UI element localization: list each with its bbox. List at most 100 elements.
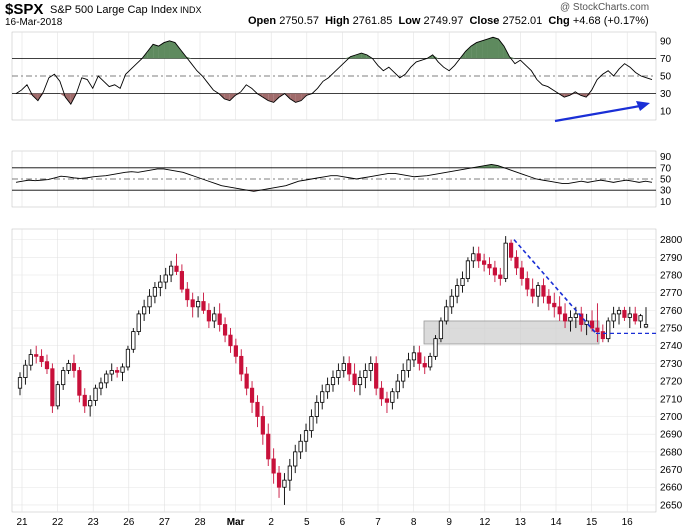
candle-up — [147, 295, 152, 308]
candle-up — [120, 366, 125, 373]
candle-up — [535, 285, 541, 297]
candle-up — [152, 286, 158, 297]
close-label: Close — [469, 15, 500, 27]
osc1-overbought-fill — [465, 46, 472, 59]
candle-up — [320, 391, 325, 403]
osc1-tick-label: 90 — [660, 36, 672, 47]
candle-down — [508, 242, 514, 258]
osc1-overbought-fill — [493, 37, 499, 59]
candle-down — [233, 345, 238, 357]
candle-down — [352, 373, 357, 386]
candle-up — [98, 382, 104, 389]
candle-up — [406, 359, 411, 371]
candle-up — [17, 377, 23, 389]
candle-up — [212, 313, 217, 322]
candle-down — [347, 363, 352, 375]
trend-arrow-head — [636, 101, 650, 111]
x-tick-label: 2 — [268, 517, 274, 528]
candle-down — [185, 288, 190, 301]
osc1-overbought-fill — [498, 39, 504, 59]
candle-down — [546, 295, 551, 304]
candle-up — [449, 295, 454, 308]
candle-down — [228, 334, 233, 347]
chg-value: +4.68 (+0.17%) — [572, 15, 649, 27]
osc2-tick-label: 50 — [660, 175, 672, 186]
candle-down — [276, 472, 282, 488]
osc2-line — [15, 163, 653, 192]
candle-down — [492, 267, 497, 276]
annotations — [513, 101, 658, 334]
x-tick-label: 28 — [194, 517, 206, 528]
x-tick-label: 14 — [550, 517, 562, 528]
price-tick-label: 2750 — [660, 324, 683, 335]
candle-down — [498, 274, 503, 279]
ohlc-readout: Open 2750.57 High 2761.85 Low 2749.97 Cl… — [248, 15, 649, 27]
candle-down — [422, 363, 427, 368]
candle-up — [455, 285, 460, 297]
candle-down — [374, 363, 379, 389]
candle-down — [600, 331, 605, 340]
osc1-overbought-fill — [147, 44, 154, 59]
osc1-tick-label: 70 — [660, 54, 672, 65]
osc1-oversold-fill — [65, 93, 71, 105]
candle-down — [255, 401, 260, 417]
candle-up — [503, 242, 508, 279]
candle-down — [260, 416, 265, 435]
candle-down — [557, 306, 562, 315]
osc1-oversold-fill — [290, 93, 296, 103]
x-tick-label: 12 — [479, 517, 491, 528]
exchange-label: INDX — [180, 5, 202, 15]
candle-up — [169, 265, 174, 276]
candle-up — [55, 384, 60, 407]
x-tick-label: Mar — [227, 517, 245, 528]
osc1-tick-label: 50 — [660, 72, 672, 83]
open-label: Open — [248, 15, 277, 27]
candle-up — [23, 364, 28, 378]
candle-up — [390, 391, 395, 403]
trend-arrow-shaft — [554, 104, 641, 123]
osc1-oversold-fill — [273, 93, 280, 103]
support-zone-box — [423, 320, 600, 345]
price-tick-label: 2680 — [660, 447, 683, 458]
price-tick-label: 2740 — [660, 341, 683, 352]
x-tick-label: 26 — [123, 517, 135, 528]
candle-down — [476, 253, 481, 262]
price-tick-label: 2780 — [660, 270, 683, 281]
candle-down — [514, 256, 519, 269]
price-tick-label: 2710 — [660, 394, 683, 405]
candle-down — [222, 324, 228, 336]
osc1-overbought-fill — [482, 39, 488, 59]
osc2-tick-label: 30 — [660, 186, 672, 197]
candle-up — [584, 320, 589, 325]
osc2-overbought-fill — [491, 164, 498, 168]
price-frame — [11, 228, 657, 513]
osc1-overbought-fill — [164, 40, 170, 59]
candle-up — [61, 370, 66, 386]
candle-up — [309, 416, 314, 432]
price-tick-label: 2690 — [660, 430, 683, 441]
osc1-overbought-fill — [153, 44, 159, 59]
candle-down — [482, 260, 487, 265]
x-axis: 21 22 23 26 27 28 Mar 2 5 6 7 8 9 12 13 14 15 16 — [16, 517, 633, 528]
stockcharts-watermark: @ StockCharts.com — [560, 2, 650, 13]
candle-down — [589, 320, 595, 329]
candle-down — [562, 313, 568, 322]
candle-up — [195, 301, 201, 308]
price-panel: 2650 2660 2670 2680 2690 2700 2710 2720 2730 2740… — [11, 228, 683, 513]
index-name: S&P 500 Large Cap Index — [50, 4, 178, 16]
candle-up — [401, 370, 406, 382]
candle-down — [530, 288, 535, 297]
candle-down — [417, 352, 422, 364]
candle-up — [363, 370, 368, 378]
candle-up — [325, 384, 330, 393]
x-tick-label: 27 — [159, 517, 171, 528]
candle-down — [50, 368, 55, 407]
x-tick-label: 13 — [515, 517, 527, 528]
price-tick-label: 2700 — [660, 412, 683, 423]
candle-down — [244, 373, 249, 389]
price-tick-label: 2800 — [660, 235, 683, 246]
open-value: 2750.57 — [279, 15, 319, 27]
candle-down — [379, 387, 384, 400]
chg-label: Chg — [548, 15, 570, 27]
